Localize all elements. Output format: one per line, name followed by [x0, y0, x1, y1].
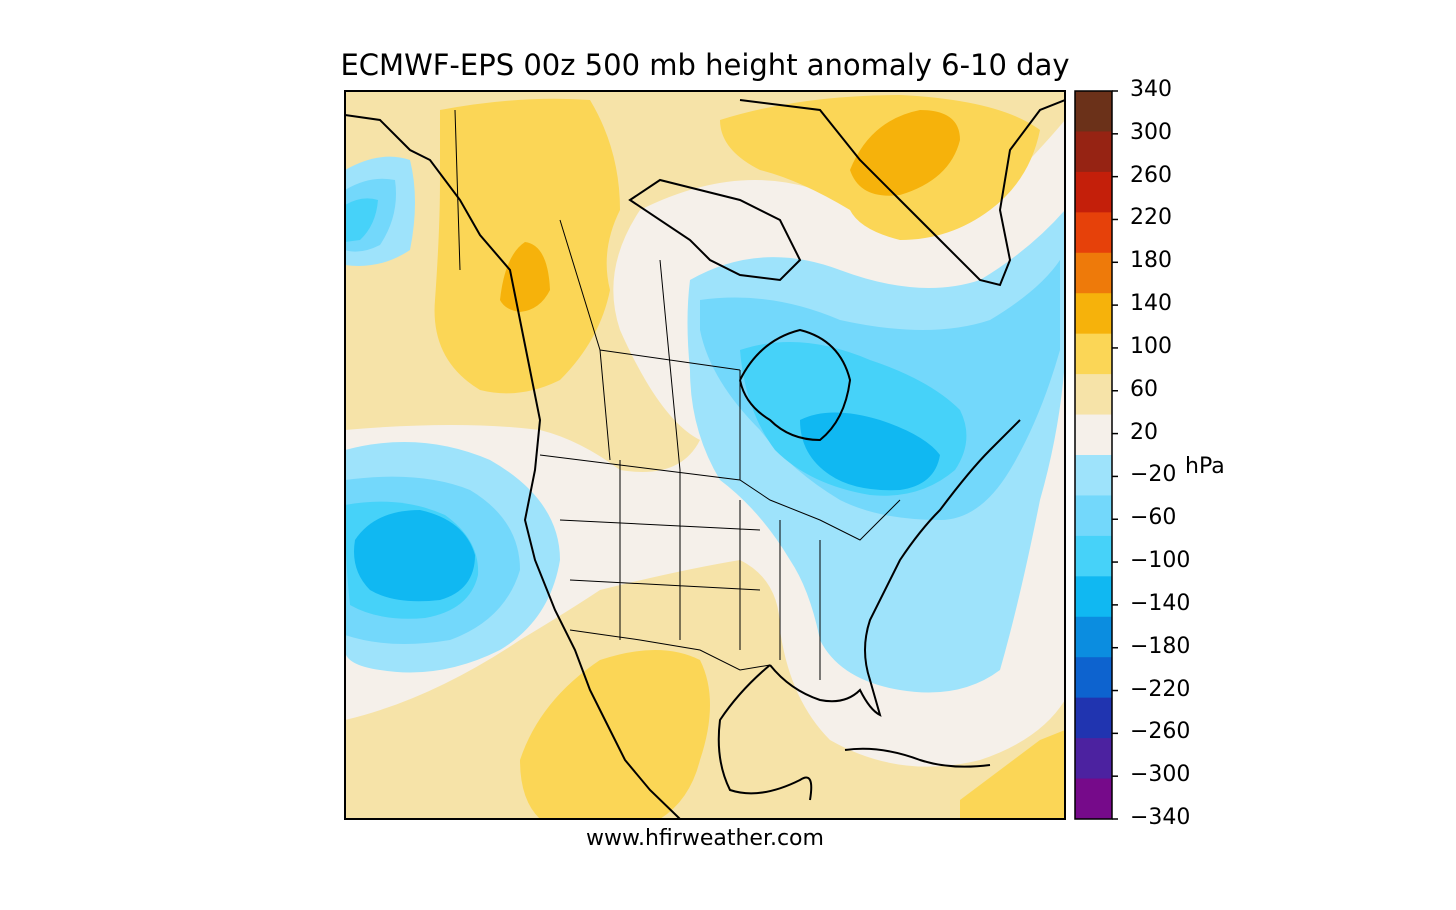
political-borders — [454, 109, 901, 680]
colorbar-segment — [1075, 535, 1112, 577]
border-alaska — [454, 109, 461, 271]
colorbar-units: hPa — [1185, 454, 1225, 479]
colorbar-tick-label: −260 — [1130, 719, 1191, 745]
anomaly-fill-neg100-bering — [345, 198, 378, 242]
colorbar-segment — [1075, 171, 1112, 213]
colorbar-tick-label: −100 — [1130, 548, 1191, 574]
coastline-greenland — [739, 99, 1065, 287]
colorbar-tick-label: 100 — [1130, 333, 1172, 359]
colorbar-tick-label: −180 — [1130, 633, 1191, 659]
colorbar-tick-label: 180 — [1130, 248, 1172, 274]
anomaly-fill-pos100-greenland — [850, 110, 960, 196]
colorbar-segment — [1075, 252, 1112, 294]
colorbar — [1074, 90, 1118, 820]
colorbar-segment — [1075, 738, 1112, 780]
coastline-hudson — [739, 328, 852, 442]
colorbar-segment — [1075, 374, 1112, 416]
colorbar-tick-label: −60 — [1130, 505, 1177, 531]
colorbar-tick-label: 60 — [1130, 376, 1158, 402]
anomaly-fill-neg140-pacific — [354, 510, 475, 602]
border-us-mexico — [569, 629, 771, 671]
colorbar-segment — [1075, 91, 1112, 132]
colorbar-tick-label: 340 — [1130, 77, 1172, 102]
colorbar-tick-label: −220 — [1130, 676, 1191, 702]
coastline-arctic-islands — [628, 178, 802, 282]
colorbar-tick-label: 20 — [1130, 419, 1158, 445]
colorbar-segment — [1075, 616, 1112, 658]
colorbar-segment — [1075, 657, 1112, 699]
colorbar-tick-label: −20 — [1130, 462, 1177, 488]
colorbar-segment — [1075, 414, 1112, 456]
colorbar-tick-label: −140 — [1130, 590, 1191, 616]
colorbar-segment — [1075, 576, 1112, 618]
anomaly-fill-pos100-yukon — [500, 242, 550, 312]
colorbar-tick-label: −340 — [1130, 805, 1191, 830]
coastline-west — [345, 114, 681, 819]
colorbar-tick-label: 300 — [1130, 119, 1172, 145]
coastline-mexico-gulf — [717, 664, 813, 801]
map-field — [345, 91, 1065, 819]
colorbar-segment — [1075, 778, 1112, 820]
colorbar-segment — [1075, 212, 1112, 254]
colorbar-tick-label: 220 — [1130, 205, 1172, 231]
colorbar-segment — [1075, 333, 1112, 375]
border-states — [559, 460, 821, 680]
anomaly-fill-pos60-mexico — [520, 650, 710, 819]
credit-text: www.hfirweather.com — [586, 826, 824, 851]
coastlines — [345, 99, 1065, 819]
colorbar-segment — [1075, 697, 1112, 739]
chart-title: ECMWF-EPS 00z 500 mb height anomaly 6-10… — [340, 48, 1070, 82]
colorbar-segment — [1075, 293, 1112, 335]
colorbar-frame — [1074, 90, 1113, 820]
colorbar-tick-label: 140 — [1130, 291, 1172, 317]
colorbar-segment — [1075, 455, 1112, 496]
colorbar-tick-label: −300 — [1130, 762, 1191, 788]
border-provinces — [559, 219, 741, 480]
coastline-gulf — [769, 419, 1021, 717]
colorbar-segment — [1075, 131, 1112, 173]
coastline-caribbean — [844, 747, 991, 768]
colorbar-tick-label: 260 — [1130, 162, 1172, 188]
map-frame — [344, 90, 1066, 820]
anomaly-fill-pos60-atlantic — [960, 730, 1065, 819]
colorbar-segment — [1075, 495, 1112, 537]
anomaly-fill-neg140-quebec — [800, 412, 940, 491]
